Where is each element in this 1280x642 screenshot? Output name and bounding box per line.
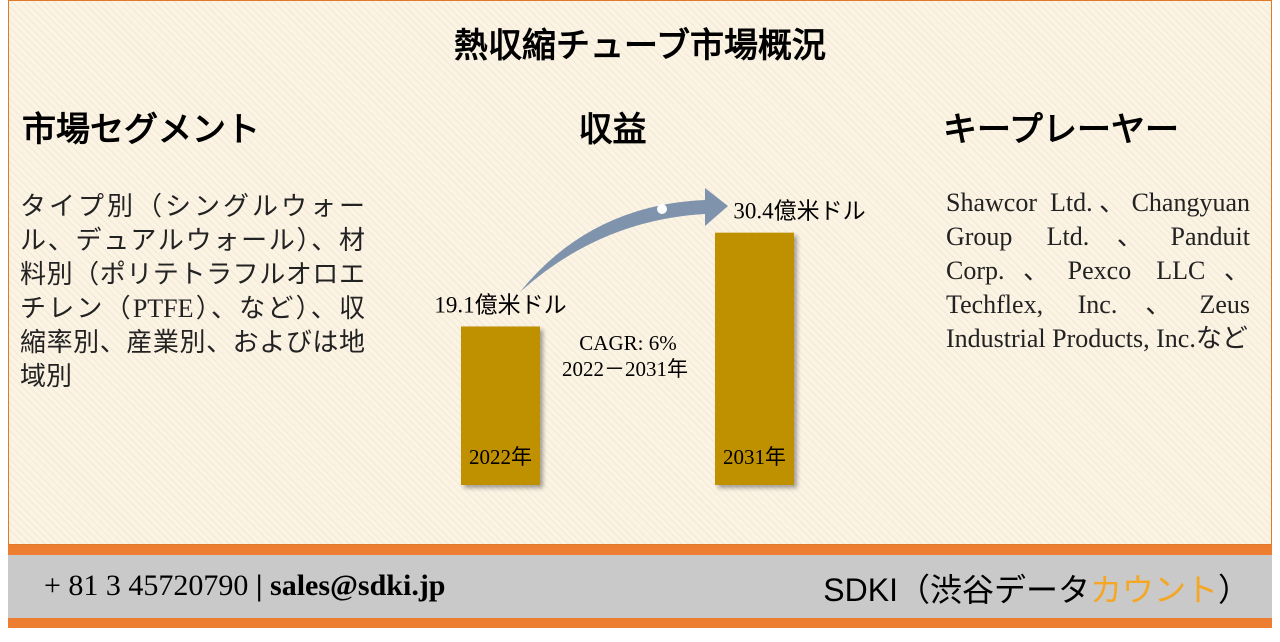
footer-contact: + 81 3 45720790 | sales@sdki.jp [44, 569, 446, 603]
company-highlight: カウント [1089, 572, 1218, 608]
players-text: Shawcor Ltd.、Changyuan Group Ltd.、Pandui… [946, 188, 1250, 353]
segments-heading: 市場セグメント [22, 112, 260, 149]
footer: + 81 3 45720790 | sales@sdki.jp SDKI（渋谷デ… [8, 555, 1272, 618]
email: sales@sdki.jp [270, 569, 446, 602]
value-label: 19.1億米ドル [434, 292, 566, 317]
phone: + 81 3 45720790 [44, 569, 249, 602]
segments-text: タイプ別（シングルウォール、デュアルウォール）、材料別（ポリテトラフルオロエチレ… [20, 192, 365, 391]
bar-category: 2031年 [723, 445, 786, 469]
value-label: 30.4億米ドル [733, 199, 865, 224]
footer-band [8, 545, 1272, 555]
period: 2022－2031年 [562, 357, 688, 381]
bar-category: 2022年 [469, 445, 532, 469]
company-name: SDKI（渋谷データ [823, 572, 1090, 608]
company: SDKI（渋谷データカウント） [823, 565, 1250, 611]
bar [461, 326, 540, 485]
revenue-chart: CAGR: 6% 2022－2031年 2022年 19.1億米ドル 2031年 30… [434, 188, 866, 485]
footer-band [8, 618, 1272, 628]
panel [8, 0, 1272, 545]
revenue-heading: 収益 [578, 112, 647, 149]
separator: | [255, 569, 263, 602]
growth-arrow [520, 188, 728, 292]
arrow-dot [657, 204, 667, 214]
title: 熱収縮チューブ市場概況 [454, 28, 826, 65]
bar [715, 232, 794, 485]
company-end: ） [1217, 572, 1250, 608]
players-heading: キープレーヤー [943, 112, 1179, 149]
cagr: CAGR: 6% [579, 331, 676, 355]
